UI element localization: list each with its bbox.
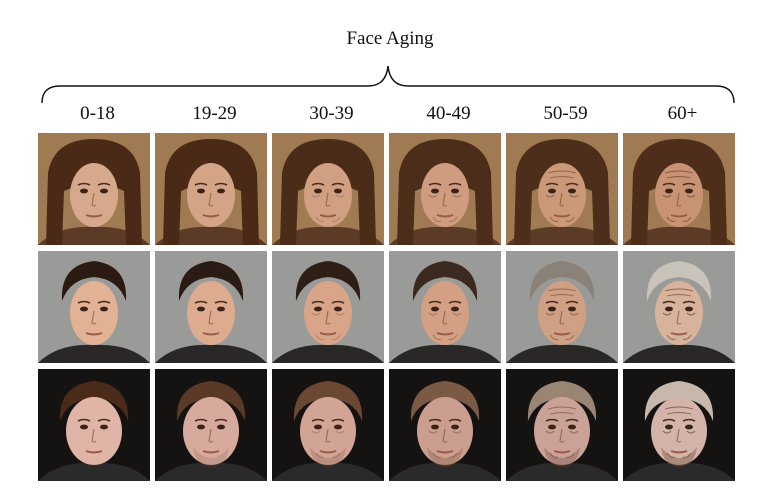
face-image-row2-19-29 (155, 251, 267, 363)
face-image-row3-19-29 (155, 369, 267, 481)
age-label-60plus: 60+ (667, 103, 698, 124)
face-image-row1-30-39 (272, 133, 384, 245)
face-image-row3-50-59 (506, 369, 618, 481)
face-image-row1-19-29 (155, 133, 267, 245)
face-image-row1-0-18 (38, 133, 150, 245)
face-image-row3-40-49 (389, 369, 501, 481)
figure-title: Face Aging (346, 28, 434, 49)
age-label-30-39: 30-39 (309, 103, 354, 124)
face-image-row3-0-18 (38, 369, 150, 481)
age-range-brace (41, 65, 735, 104)
face-image-row2-40-49 (389, 251, 501, 363)
face-image-row1-50-59 (506, 133, 618, 245)
face-image-row3-30-39 (272, 369, 384, 481)
age-label-50-59: 50-59 (543, 103, 588, 124)
face-image-row1-60plus (623, 133, 735, 245)
age-label-40-49: 40-49 (426, 103, 471, 124)
age-label-0-18: 0-18 (80, 103, 115, 124)
age-label-19-29: 19-29 (192, 103, 237, 124)
face-image-row3-60plus (623, 369, 735, 481)
face-image-row2-30-39 (272, 251, 384, 363)
face-image-row1-40-49 (389, 133, 501, 245)
face-image-row2-60plus (623, 251, 735, 363)
face-image-row2-50-59 (506, 251, 618, 363)
face-image-row2-0-18 (38, 251, 150, 363)
